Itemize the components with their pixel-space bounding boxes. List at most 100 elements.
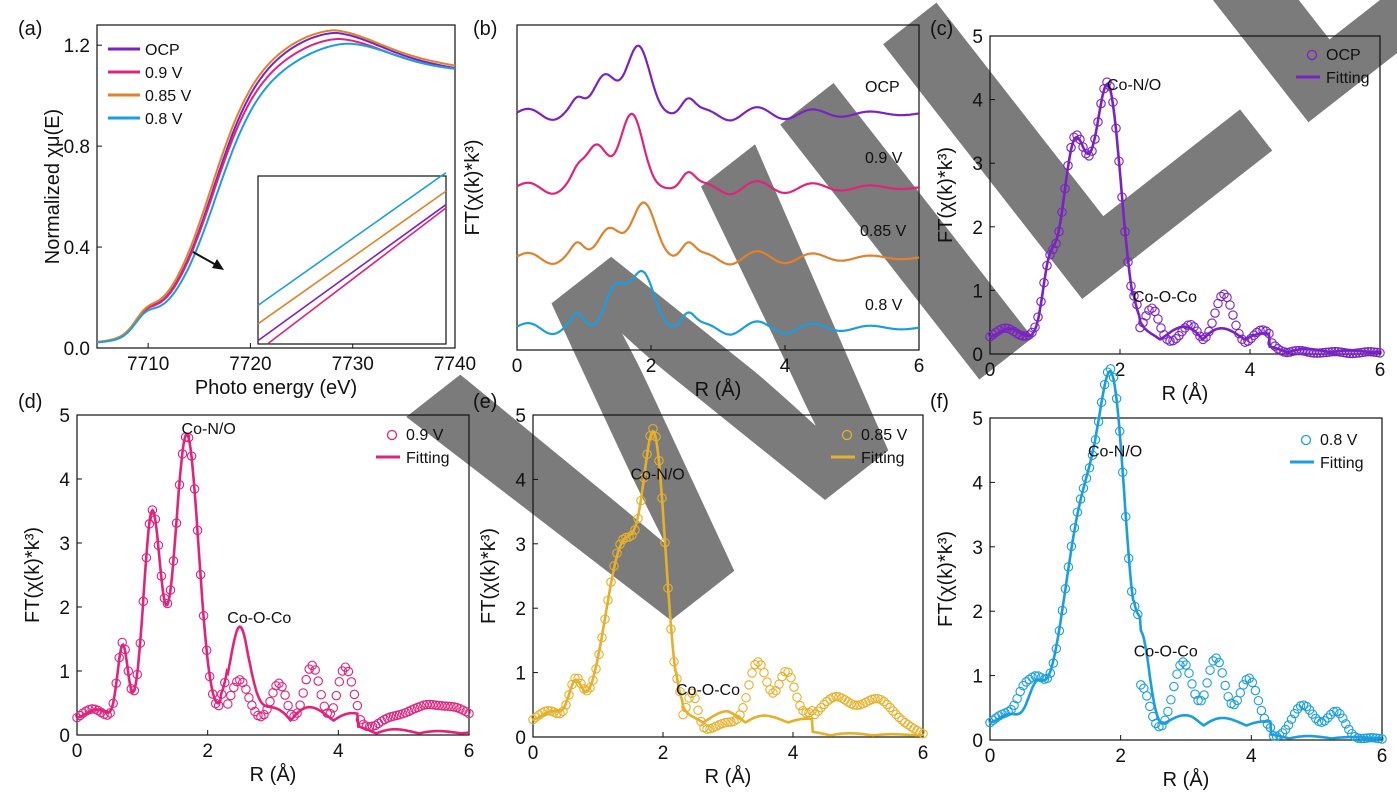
data-point — [1142, 691, 1152, 701]
data-point — [307, 660, 317, 671]
data-point — [150, 514, 161, 524]
data-point — [564, 690, 574, 700]
data-point — [1036, 296, 1046, 307]
panel-label: (e) — [473, 391, 497, 413]
data-point — [804, 707, 814, 718]
data-point — [1060, 183, 1070, 194]
data-point — [1282, 347, 1292, 358]
data-point — [567, 679, 577, 690]
data-point — [1268, 731, 1279, 741]
data-point — [216, 689, 227, 699]
data-point — [461, 706, 471, 717]
data-point — [111, 678, 121, 688]
data-point — [985, 332, 995, 342]
shell-label: Co-O-Co — [1134, 643, 1198, 660]
x-tick-label: 2 — [646, 356, 657, 377]
panel-e: 0 2 4 6 0 1 2 3 4 5 R (Å) FT(χ(k)*k³) (e) Co-N/O Co-O-… — [473, 391, 928, 788]
data-point — [612, 548, 622, 558]
data-point — [1027, 327, 1037, 338]
data-point — [795, 700, 805, 711]
data-point — [1114, 156, 1124, 167]
data-point — [1108, 372, 1119, 383]
data-point — [1322, 713, 1333, 723]
data-point — [1160, 715, 1170, 726]
data-point — [1145, 701, 1155, 712]
data-point — [1120, 511, 1131, 522]
inset-line — [266, 207, 447, 345]
data-point — [292, 708, 302, 718]
data-point — [108, 698, 118, 709]
data-point — [352, 700, 363, 711]
data-point — [1243, 336, 1253, 346]
data-point — [1093, 117, 1103, 127]
data-point — [1187, 679, 1197, 689]
data-point — [1265, 722, 1276, 733]
data-point — [123, 666, 134, 676]
legend-label: Fitting — [1326, 70, 1370, 87]
data-point — [325, 708, 336, 719]
data-point — [1111, 123, 1121, 134]
fitting-line — [76, 432, 470, 735]
legend-label: 0.8 V — [145, 111, 183, 128]
x-tick-label: 0 — [512, 356, 523, 377]
data-point — [988, 329, 998, 340]
data-point — [153, 540, 164, 551]
data-point — [256, 711, 266, 722]
y-tick-label: 3 — [59, 534, 70, 555]
data-point — [1312, 348, 1322, 358]
data-point — [1371, 733, 1381, 743]
data-point — [849, 700, 859, 710]
x-tick-label: 2 — [202, 741, 213, 762]
data-point — [1180, 323, 1190, 333]
data-point — [271, 681, 281, 691]
data-point — [1063, 562, 1074, 572]
data-point — [1114, 426, 1125, 437]
data-point — [156, 571, 167, 581]
series-line-0.8-V — [96, 42, 456, 344]
y-axis-label: FT(χ(k)*k³) — [935, 147, 957, 243]
x-tick-label: 4 — [780, 356, 791, 377]
data-point — [1353, 733, 1363, 743]
y-tick-label: 1 — [972, 281, 983, 302]
data-point — [1072, 507, 1083, 517]
panel-c: 0 2 4 6 0 1 2 3 4 5 R (Å) FT(χ(k)*k³) (c) Co-N/O Co-O-… — [930, 18, 1385, 405]
data-point — [651, 431, 661, 442]
data-point — [129, 685, 140, 696]
data-point — [189, 484, 200, 494]
data-point — [1105, 81, 1115, 92]
data-point — [1329, 707, 1339, 717]
data-point — [1042, 260, 1052, 271]
data-point — [316, 689, 326, 700]
data-point — [241, 684, 251, 694]
data-point — [1321, 347, 1331, 358]
data-point — [223, 699, 233, 709]
y-tick-label: 4 — [59, 470, 70, 491]
data-point — [1195, 331, 1205, 341]
data-point — [1347, 728, 1357, 739]
y-axis-label: Normalized χμ(E) — [42, 109, 64, 264]
data-point — [687, 688, 697, 698]
watermark-text: WILEY — [343, 0, 1397, 751]
data-point — [633, 513, 643, 524]
data-point — [1283, 720, 1294, 730]
data-point — [1289, 708, 1300, 719]
data-point — [1190, 689, 1200, 699]
data-point — [1255, 325, 1265, 336]
x-tick-label: 0 — [985, 746, 996, 767]
data-point — [627, 530, 637, 541]
legend-label: 0.9 V — [406, 427, 444, 444]
data-point — [1048, 244, 1058, 255]
data-point — [75, 710, 85, 721]
panel-label: (b) — [473, 18, 497, 40]
data-point — [1306, 347, 1316, 358]
data-point — [765, 684, 775, 695]
data-point — [334, 677, 345, 687]
legend-marker — [1306, 49, 1318, 61]
data-point — [1256, 705, 1267, 716]
data-point — [1018, 331, 1028, 341]
y-tick-label: 2 — [972, 602, 983, 623]
data-point — [1066, 541, 1077, 552]
plot-frame — [989, 35, 1381, 355]
data-point — [1087, 146, 1097, 156]
data-point — [283, 700, 293, 711]
